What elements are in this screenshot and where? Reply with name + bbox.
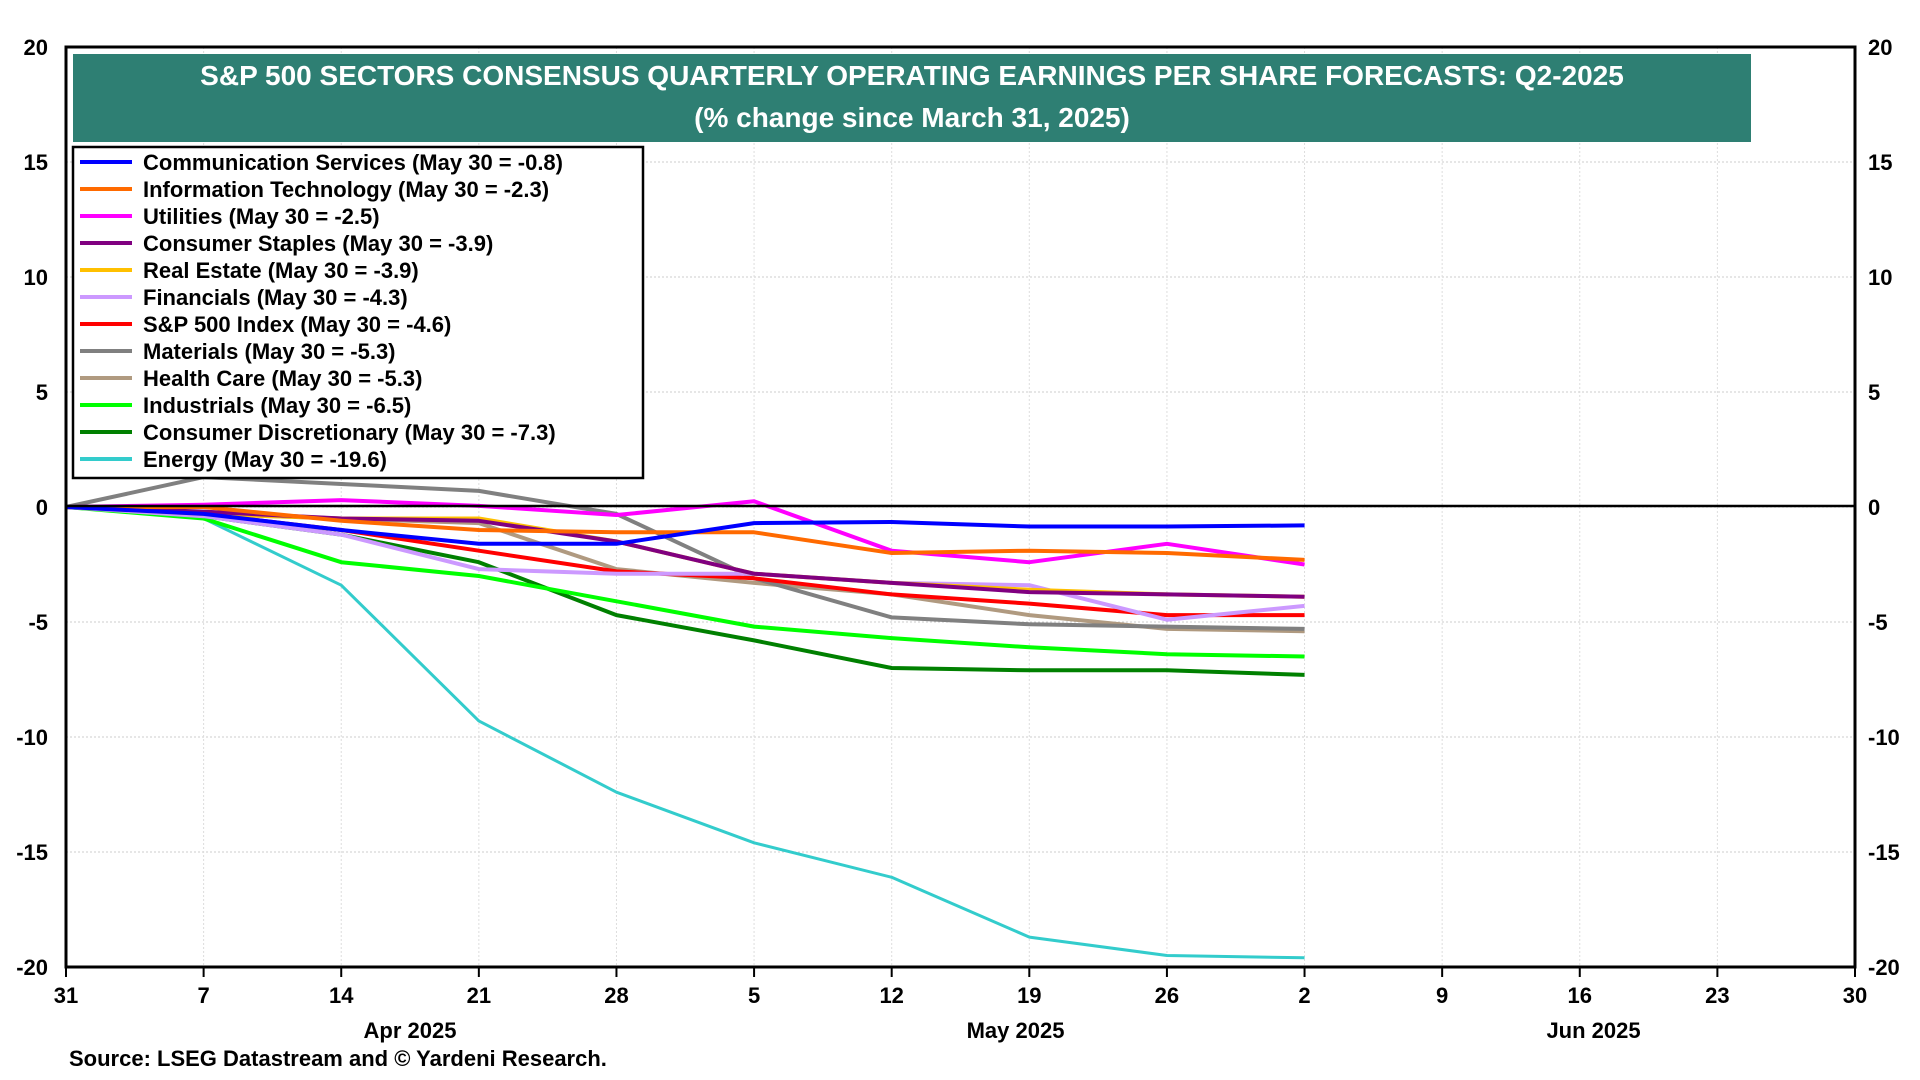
legend-label: Consumer Staples (May 30 = -3.9) [143,231,493,256]
chart-subtitle: (% change since March 31, 2025) [694,102,1130,133]
x-tick-label: 19 [1017,983,1041,1008]
y-tick-label-left: -5 [28,610,48,635]
y-tick-label-left: 15 [24,150,48,175]
x-tick-label: 28 [604,983,628,1008]
plot-border [64,45,1857,969]
month-label: Jun 2025 [1546,1018,1640,1043]
legend-label: Communication Services (May 30 = -0.8) [143,150,563,175]
y-tick-label-right: 10 [1868,265,1892,290]
series-lines [65,475,1305,960]
x-tick-label: 9 [1436,983,1448,1008]
month-label: Apr 2025 [364,1018,457,1043]
chart-title: S&P 500 SECTORS CONSENSUS QUARTERLY OPER… [200,60,1624,91]
legend-label: Information Technology (May 30 = -2.3) [143,177,549,202]
x-tick-label: 14 [329,983,354,1008]
month-label: May 2025 [967,1018,1065,1043]
y-tick-label-left: 20 [24,35,48,60]
x-tick-label: 2 [1298,983,1310,1008]
y-axis: 20 20 15 15 10 10 5 5 0 0 -5 -5 -10 -10 -15 -15 -20 -20 [16,35,1900,980]
x-tick-label: 5 [748,983,760,1008]
y-tick-label-right: -10 [1868,725,1900,750]
x-tick-label: 31 [54,983,78,1008]
legend: Communication Services (May 30 = -0.8)In… [71,145,645,480]
series-line [65,505,1305,546]
x-tick-label: 21 [467,983,491,1008]
y-tick-label-right: -5 [1868,610,1888,635]
y-tick-label-left: 0 [36,495,48,520]
series-line [65,505,1305,659]
y-tick-label-right: 0 [1868,495,1880,520]
y-tick-label-right: 20 [1868,35,1892,60]
y-tick-label-left: 5 [36,380,48,405]
legend-label: Utilities (May 30 = -2.5) [143,204,380,229]
x-tick-label: 30 [1843,983,1867,1008]
legend-label: Financials (May 30 = -4.3) [143,285,408,310]
y-tick-label-left: -20 [16,955,48,980]
source-note: Source: LSEG Datastream and © Yardeni Re… [69,1046,607,1071]
series-line [65,505,1305,960]
x-tick-label: 23 [1705,983,1729,1008]
y-tick-label-left: 10 [24,265,48,290]
y-tick-label-right: -15 [1868,840,1900,865]
y-tick-label-right: -20 [1868,955,1900,980]
series-line [65,505,1305,622]
y-tick-label-right: 5 [1868,380,1880,405]
legend-label: Real Estate (May 30 = -3.9) [143,258,419,283]
x-tick-label: 12 [879,983,903,1008]
y-tick-label-right: 15 [1868,150,1892,175]
legend-label: Consumer Discretionary (May 30 = -7.3) [143,420,556,445]
legend-label: S&P 500 Index (May 30 = -4.6) [143,312,451,337]
legend-label: Energy (May 30 = -19.6) [143,447,387,472]
legend-label: Health Care (May 30 = -5.3) [143,366,422,391]
y-tick-label-left: -15 [16,840,48,865]
x-tick-label: 16 [1568,983,1592,1008]
x-tick-label: 26 [1155,983,1179,1008]
x-axis: 31 7 14 21 28 5 12 19 26 2 9 16 23 30 Apr 2025 May 2025… [54,967,1867,1043]
y-tick-label-left: -10 [16,725,48,750]
legend-label: Industrials (May 30 = -6.5) [143,393,411,418]
x-tick-label: 7 [197,983,209,1008]
series-line [65,475,1305,631]
legend-label: Materials (May 30 = -5.3) [143,339,396,364]
title-box: S&P 500 SECTORS CONSENSUS QUARTERLY OPER… [73,54,1751,142]
